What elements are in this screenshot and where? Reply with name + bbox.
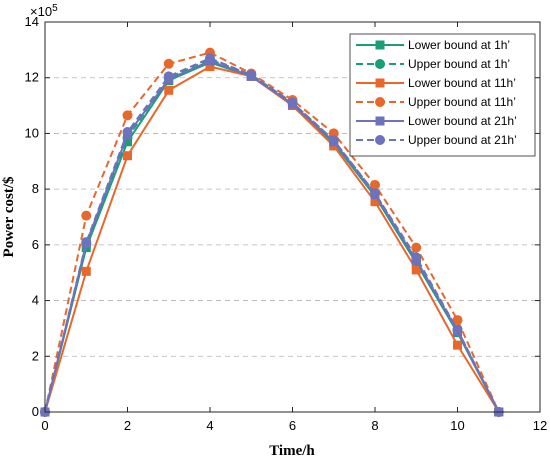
legend-item: Lower bound at 1h’ <box>356 38 510 52</box>
legend-item: Lower bound at 21h’ <box>356 114 517 128</box>
legend-item: Upper bound at 21h’ <box>356 133 517 147</box>
y-tick-label: 2 <box>32 348 39 363</box>
data-point <box>205 53 215 64</box>
legend-item: Upper bound at 1h’ <box>356 57 510 71</box>
data-point <box>411 265 421 275</box>
data-point <box>375 40 385 50</box>
legend-label: Upper bound at 21h’ <box>408 133 517 147</box>
y-tick-label: 12 <box>25 70 39 85</box>
data-point <box>452 315 463 326</box>
legend: Lower bound at 1h’ Upper bound at 1h’ Lowe… <box>349 33 536 157</box>
data-point <box>81 237 92 248</box>
x-tick-label: 12 <box>533 418 547 433</box>
data-point <box>287 97 298 108</box>
data-point <box>164 85 174 95</box>
x-tick-label: 6 <box>289 418 296 433</box>
x-tick-label: 2 <box>124 418 131 433</box>
legend-item: Upper bound at 11h’ <box>356 95 516 109</box>
legend-label: Upper bound at 1h’ <box>408 57 510 71</box>
axis-ticks: 0 2 4 6 8 10 12 14 0 2 4 6 8 10 12 <box>25 14 548 433</box>
data-point <box>453 340 462 350</box>
series-line <box>44 57 500 413</box>
data-point <box>375 59 385 69</box>
legend-label: Lower bound at 1h’ <box>408 38 510 52</box>
data-point <box>163 58 174 69</box>
data-point <box>375 135 385 145</box>
data-point <box>411 252 422 263</box>
data-point <box>122 110 133 121</box>
data-point <box>328 135 339 146</box>
data-point <box>122 127 133 138</box>
data-point <box>370 197 380 207</box>
y-axis-label: Power cost/$ <box>1 176 17 257</box>
y-tick-label: 0 <box>32 404 39 419</box>
data-point <box>370 188 380 199</box>
y-tick-label: 4 <box>32 293 39 308</box>
x-tick-label: 0 <box>41 418 48 433</box>
data-point <box>370 179 380 190</box>
data-point <box>81 266 91 276</box>
x-tick-label: 10 <box>450 418 464 433</box>
y-tick-label: 6 <box>32 237 39 252</box>
y-tick-label: 14 <box>25 14 39 29</box>
y-tick-label: 10 <box>25 125 39 140</box>
legend-label: Upper bound at 11h’ <box>408 95 516 109</box>
series-layer <box>40 47 504 417</box>
data-point <box>123 151 132 161</box>
data-point <box>375 97 385 107</box>
data-point <box>375 78 385 88</box>
legend-label: Lower bound at 21h’ <box>408 114 517 128</box>
data-point <box>163 71 174 82</box>
x-axis-label: Time/h <box>269 443 315 459</box>
legend-label: Lower bound at 11h’ <box>408 76 516 90</box>
data-point <box>246 69 257 80</box>
data-point <box>328 128 339 139</box>
y-multiplier: ×105 <box>30 3 58 19</box>
y-tick-label: 8 <box>32 181 39 196</box>
x-tick-label: 8 <box>371 418 378 433</box>
data-point <box>411 242 422 253</box>
legend-item: Lower bound at 11h’ <box>356 76 516 90</box>
x-tick-label: 4 <box>206 418 213 433</box>
data-point <box>205 62 215 72</box>
series-line <box>44 51 500 413</box>
data-point <box>375 116 385 126</box>
data-point <box>81 210 92 221</box>
data-point <box>452 324 463 335</box>
